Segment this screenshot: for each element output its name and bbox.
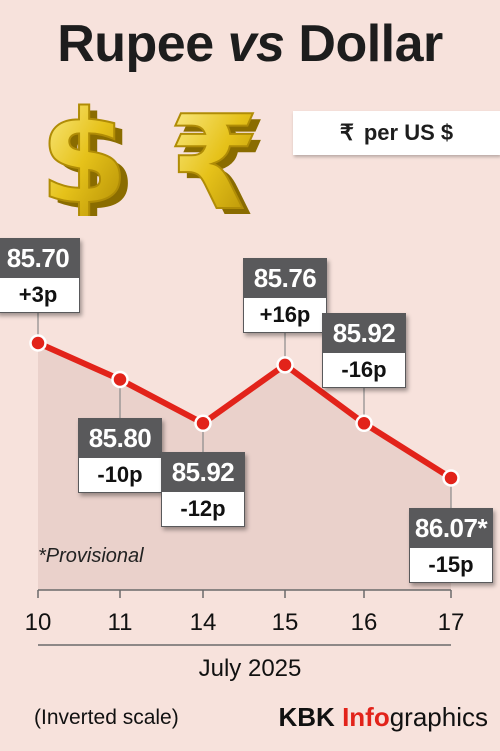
title-rupee: Rupee — [57, 15, 214, 73]
data-point — [29, 334, 47, 352]
page-title: Rupee vs Dollar — [0, 14, 500, 74]
data-label-change: -12p — [161, 492, 245, 527]
data-label-change: -10p — [78, 458, 162, 493]
x-tick-label: 10 — [25, 609, 52, 636]
data-label: 85.92 -16p — [322, 313, 406, 388]
rupee-symbol: ₹ — [339, 120, 354, 145]
data-label-value: 85.92 — [161, 452, 245, 492]
data-label-change: +3p — [0, 278, 80, 313]
data-label: 85.80 -10p — [78, 418, 162, 493]
dollar-icon: $ $ — [38, 96, 136, 216]
data-label-value: 86.07* — [409, 508, 493, 548]
data-label: 85.70 +3p — [0, 238, 80, 313]
data-label-value: 85.80 — [78, 418, 162, 458]
unit-text: per US $ — [363, 120, 454, 145]
x-tick-label: 15 — [272, 609, 299, 636]
data-point — [276, 356, 294, 374]
data-point — [111, 370, 129, 389]
data-label-value: 85.76 — [243, 258, 327, 298]
data-label: 85.92 -12p — [161, 452, 245, 527]
series-line — [36, 340, 453, 481]
brand-graphics: graphics — [389, 702, 488, 732]
data-point — [442, 469, 460, 487]
data-label-value: 85.70 — [0, 238, 80, 278]
svg-text:$: $ — [39, 96, 128, 216]
x-tick-label: 16 — [351, 609, 378, 636]
svg-text:₹: ₹ — [177, 96, 267, 226]
data-point — [355, 414, 373, 433]
data-point — [194, 414, 212, 433]
provisional-note: *Provisional — [38, 545, 144, 567]
scale-footnote: (Inverted scale) — [34, 706, 179, 729]
data-label-change: +16p — [243, 298, 327, 333]
data-label-change: -15p — [409, 548, 493, 583]
svg-text:$: $ — [47, 96, 136, 216]
brand-info: Info — [342, 702, 390, 732]
x-tick-label: 11 — [108, 609, 133, 636]
brand-kbk: KBK — [278, 702, 335, 732]
data-label-value: 85.92 — [322, 313, 406, 353]
data-label-change: -16p — [322, 353, 406, 388]
x-tick-label: 17 — [438, 609, 465, 636]
x-tick-label: 14 — [190, 609, 217, 636]
title-dollar: Dollar — [298, 15, 443, 73]
title-vs: vs — [227, 15, 285, 73]
unit-label: ₹ per US $ — [293, 111, 500, 155]
data-label: 85.76 +16p — [243, 258, 327, 333]
svg-text:₹: ₹ — [169, 96, 259, 226]
x-axis-title: July 2025 — [198, 655, 302, 682]
rupee-icon: ₹ ₹ — [168, 96, 267, 226]
data-label: 86.07* -15p — [409, 508, 493, 583]
brand-logo: KBK Infographics — [278, 702, 488, 733]
